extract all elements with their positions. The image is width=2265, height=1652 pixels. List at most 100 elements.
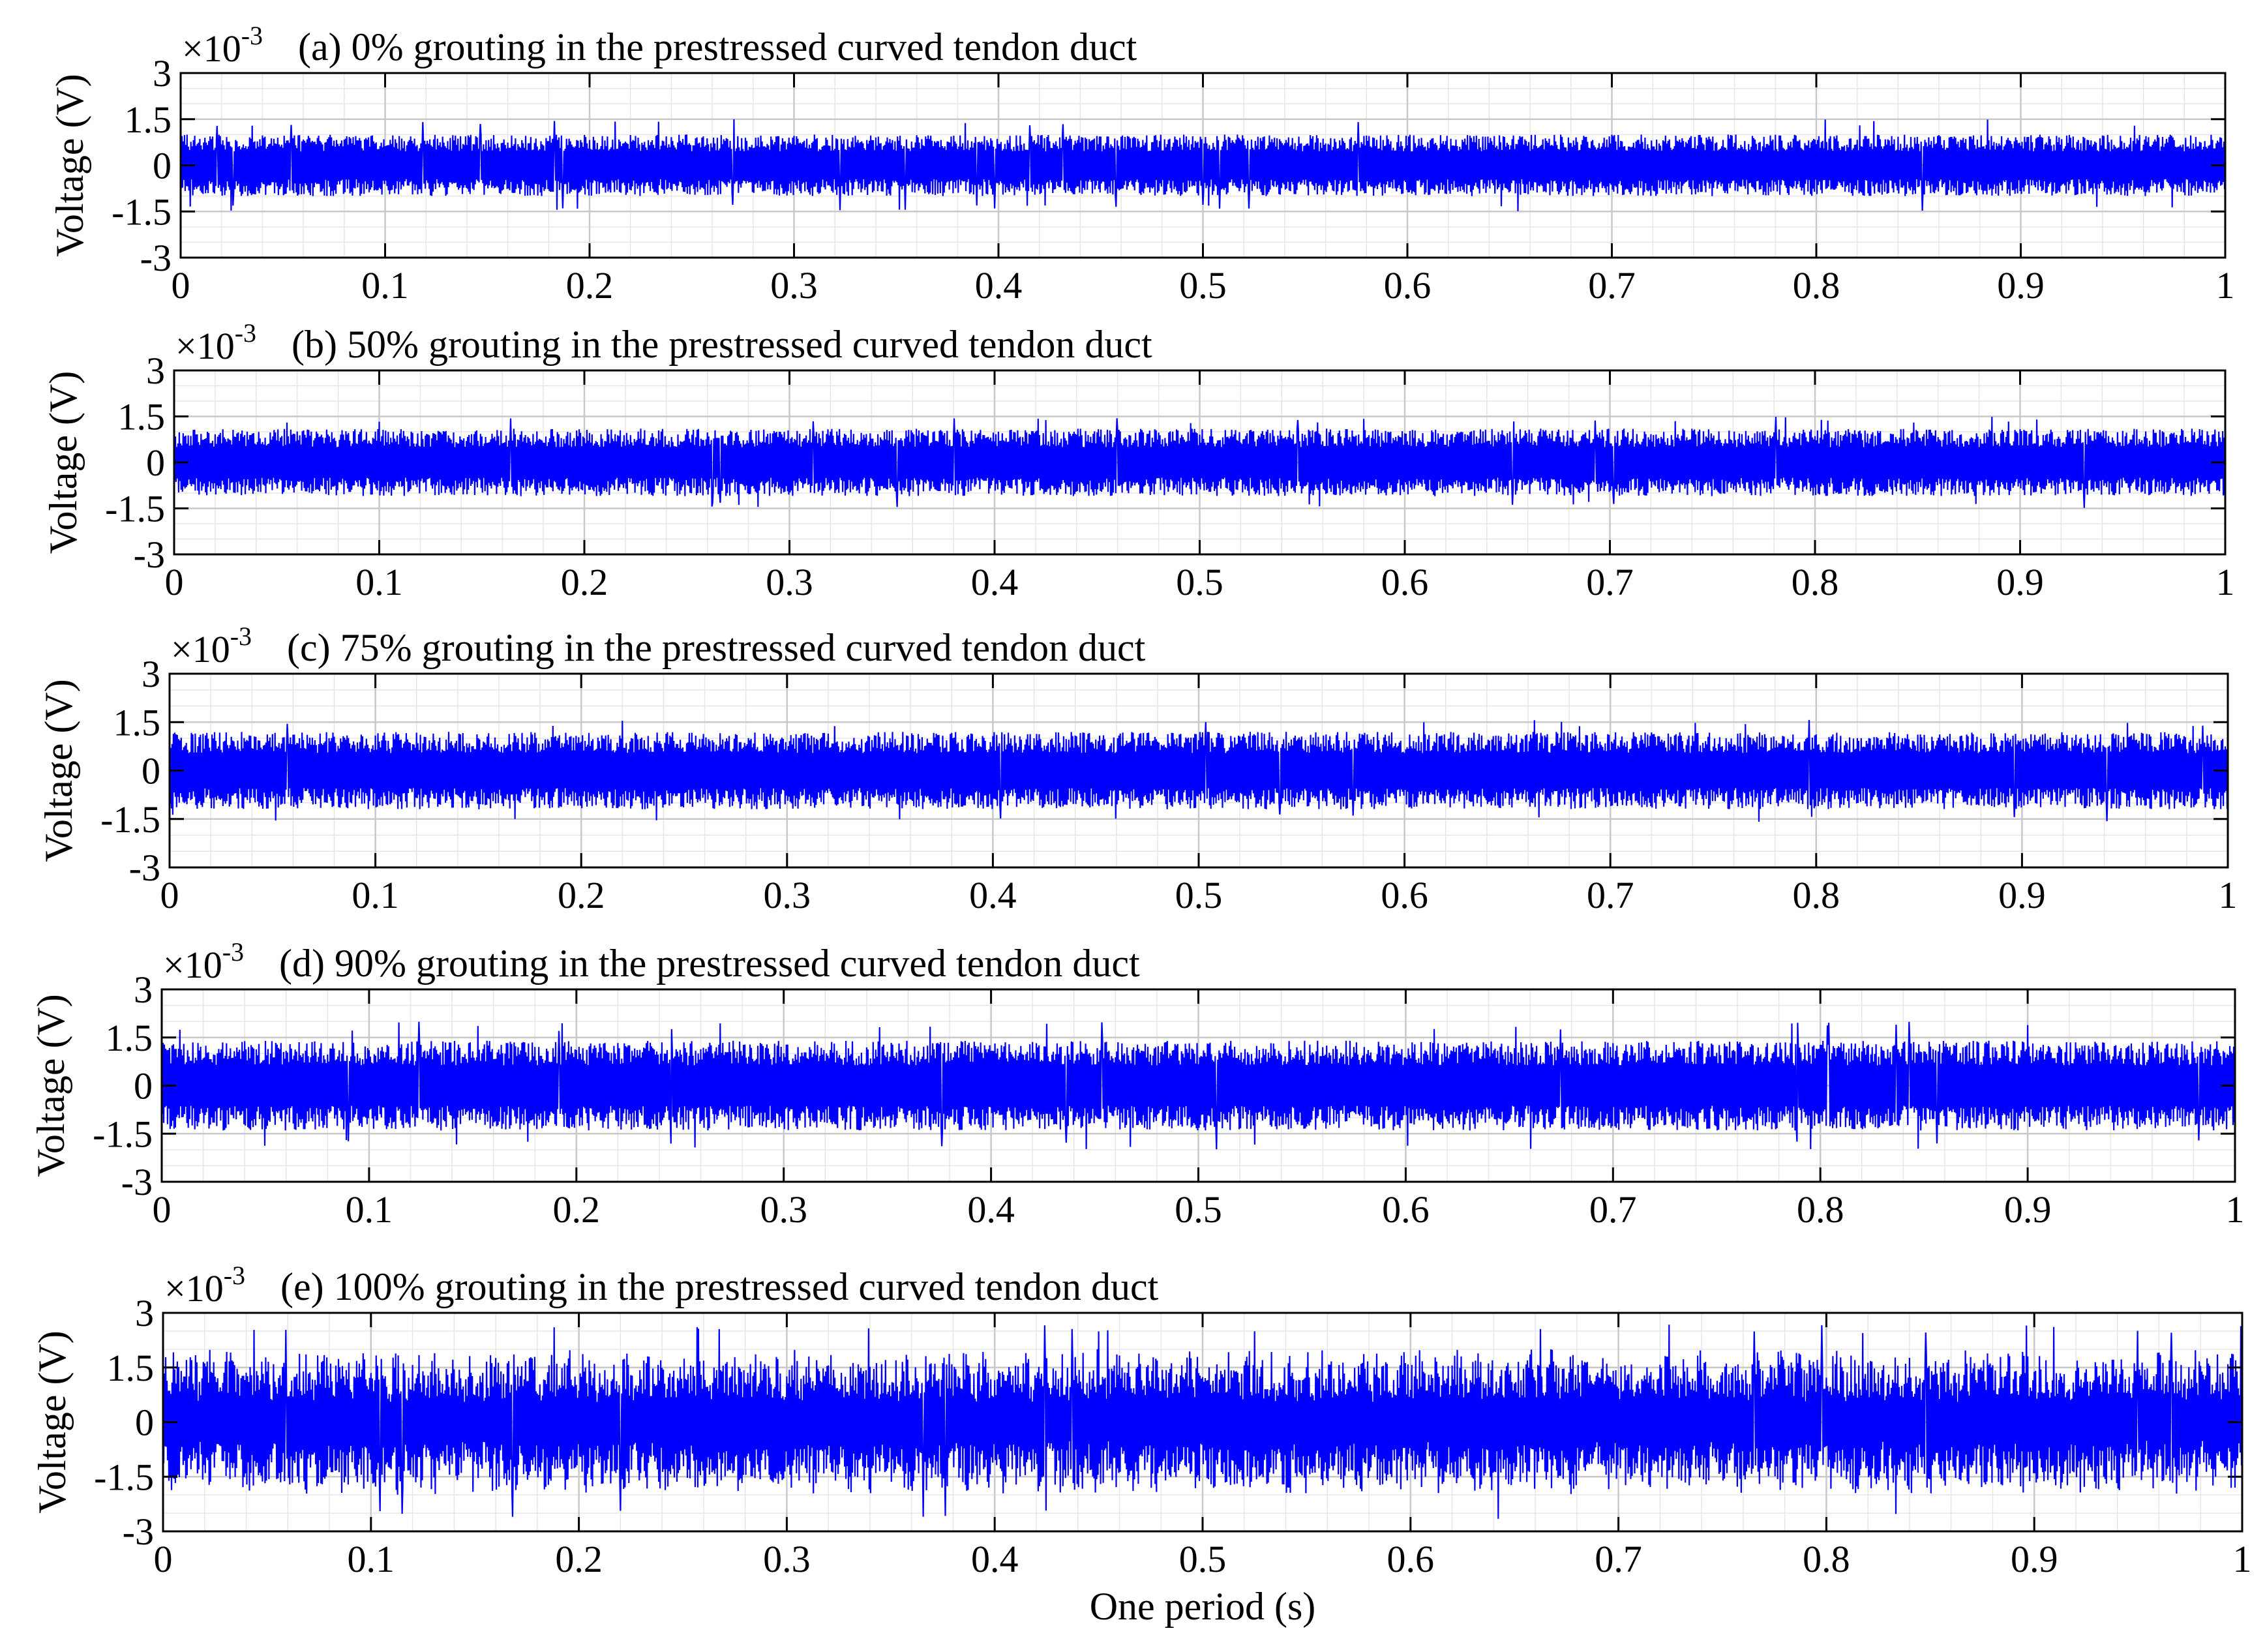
x-tick-label: 0.9 [2004, 1188, 2052, 1231]
x-tick-label: 0.6 [1381, 561, 1429, 603]
x-tick-label: 0.3 [764, 874, 811, 916]
panel-e: 0 0.1 0.2 0.3 0.4 0.5 0.6 0.7 0.8 0.9 131.50-1.5-3… [31, 1261, 2252, 1628]
x-tick-label: 0.3 [766, 561, 813, 603]
x-tick-label: 0.8 [1793, 874, 1840, 916]
y-tick-label: 3 [134, 969, 153, 1011]
y-axis-label: Voltage (V) [31, 1330, 74, 1514]
signal-trace [179, 119, 2227, 211]
y-tick-label: -1.5 [94, 1456, 154, 1498]
y-exponent-label: ×10-3 [175, 318, 256, 367]
y-exponent-label: ×10-3 [163, 937, 244, 986]
signal-trace [160, 1021, 2236, 1150]
y-tick-label: 3 [146, 350, 165, 392]
x-tick-label: 0.4 [969, 874, 1017, 916]
panel-c: 0 0.1 0.2 0.3 0.4 0.5 0.6 0.7 0.8 0.9 131.50-1.5-3… [37, 622, 2238, 916]
x-tick-label: 0.5 [1176, 561, 1223, 603]
y-tick-label: 3 [153, 52, 172, 95]
x-tick-label: 0.7 [1588, 264, 1636, 307]
y-tick-label: -3 [121, 1161, 153, 1203]
panel-title: (e) 100% grouting in the prestressed cur… [280, 1265, 1159, 1308]
x-tick-label: 1 [2216, 264, 2235, 307]
y-tick-label: 1.5 [113, 701, 161, 743]
y-tick-label: 0 [134, 1065, 153, 1107]
y-tick-label: 3 [142, 653, 160, 695]
y-tick-label: 1.5 [125, 98, 172, 141]
x-tick-label: 0.5 [1175, 874, 1223, 916]
x-tick-label: 0.2 [553, 1188, 601, 1231]
y-tick-label: -1.5 [100, 798, 160, 841]
y-tick-label: -3 [140, 237, 172, 279]
y-exponent-power: -3 [230, 622, 252, 651]
ticks [160, 988, 2236, 1183]
x-tick-label: 0 [154, 1538, 173, 1580]
x-axis-label: One period (s) [1090, 1585, 1316, 1628]
x-tick-label: 0.2 [566, 264, 614, 307]
panel-title: (a) 0% grouting in the prestressed curve… [298, 25, 1137, 68]
x-tick-label: 0.7 [1586, 561, 1634, 603]
panel-a: 0 0.1 0.2 0.3 0.4 0.5 0.6 0.7 0.8 0.9 131.50-1.5-3… [48, 21, 2235, 307]
x-tick-label: 0.7 [1587, 874, 1634, 916]
y-exponent-label: ×10-3 [182, 21, 263, 70]
x-tick-label: 1 [2219, 874, 2238, 916]
y-tick-label: 3 [135, 1292, 154, 1334]
x-tick-label: 0.1 [346, 1188, 393, 1231]
x-tick-label: 0.2 [555, 1538, 603, 1580]
x-tick-label: 0.9 [1996, 561, 2044, 603]
panel-d: 0 0.1 0.2 0.3 0.4 0.5 0.6 0.7 0.8 0.9 131.50-1.5-3… [29, 937, 2245, 1231]
x-tick-label: 1 [2226, 1188, 2245, 1231]
y-axis-label: Voltage (V) [37, 679, 80, 862]
y-tick-label: 1.5 [107, 1347, 155, 1389]
x-tick-label: 0.7 [1589, 1188, 1637, 1231]
x-tick-label: 0.5 [1175, 1188, 1222, 1231]
x-tick-label: 0 [160, 874, 179, 916]
x-tick-label: 0.1 [355, 561, 403, 603]
panel-title: (b) 50% grouting in the prestressed curv… [292, 323, 1152, 366]
y-tick-label: 0 [135, 1402, 154, 1444]
x-tick-label: 0.9 [1998, 874, 2046, 916]
x-tick-label: 0.1 [361, 264, 409, 307]
x-tick-label: 0.6 [1384, 264, 1432, 307]
y-exponent-power: -3 [241, 21, 263, 50]
x-tick-label: 0.9 [1997, 264, 2045, 307]
x-tick-label: 0.6 [1387, 1538, 1435, 1580]
y-tick-label: -3 [129, 847, 160, 889]
x-tick-label: 0.4 [975, 264, 1023, 307]
y-exponent-label: ×10-3 [171, 622, 252, 670]
x-tick-label: 0.8 [1793, 264, 1840, 307]
x-tick-label: 1 [2233, 1538, 2252, 1580]
x-tick-label: 0.4 [971, 1538, 1019, 1580]
y-tick-label: -3 [134, 533, 165, 576]
x-tick-label: 0 [153, 1188, 172, 1231]
y-tick-label: -3 [123, 1510, 154, 1553]
y-tick-label: -1.5 [105, 488, 165, 530]
y-axis-label: Voltage (V) [42, 371, 85, 554]
x-tick-label: 0.3 [770, 264, 818, 307]
x-tick-label: 0.6 [1382, 1188, 1430, 1231]
x-tick-label: 0.8 [1797, 1188, 1844, 1231]
panel-title: (c) 75% grouting in the prestressed curv… [287, 626, 1146, 669]
y-tick-label: -1.5 [93, 1113, 153, 1155]
x-tick-label: 0 [172, 264, 190, 307]
y-tick-label: 0 [153, 145, 172, 187]
y-tick-label: 0 [142, 750, 160, 792]
x-tick-label: 0.2 [558, 874, 605, 916]
x-tick-label: 0.7 [1595, 1538, 1642, 1580]
x-tick-label: 1 [2216, 561, 2235, 603]
ticks [179, 72, 2227, 259]
y-exponent-power: -3 [224, 1261, 245, 1290]
y-axis-label: Voltage (V) [29, 994, 72, 1177]
y-tick-label: 1.5 [118, 396, 166, 438]
y-exponent-power: -3 [222, 937, 244, 967]
signal-trace [173, 417, 2227, 508]
signal-trace [162, 1325, 2243, 1519]
x-tick-label: 0.5 [1179, 1538, 1227, 1580]
x-tick-label: 0.8 [1803, 1538, 1850, 1580]
x-tick-label: 0.2 [561, 561, 608, 603]
x-tick-label: 0.1 [348, 1538, 395, 1580]
y-tick-label: -1.5 [112, 190, 172, 233]
y-exponent-label: ×10-3 [164, 1261, 245, 1310]
y-axis-label: Voltage (V) [48, 74, 91, 257]
x-tick-label: 0.1 [352, 874, 399, 916]
x-tick-label: 0.6 [1381, 874, 1428, 916]
